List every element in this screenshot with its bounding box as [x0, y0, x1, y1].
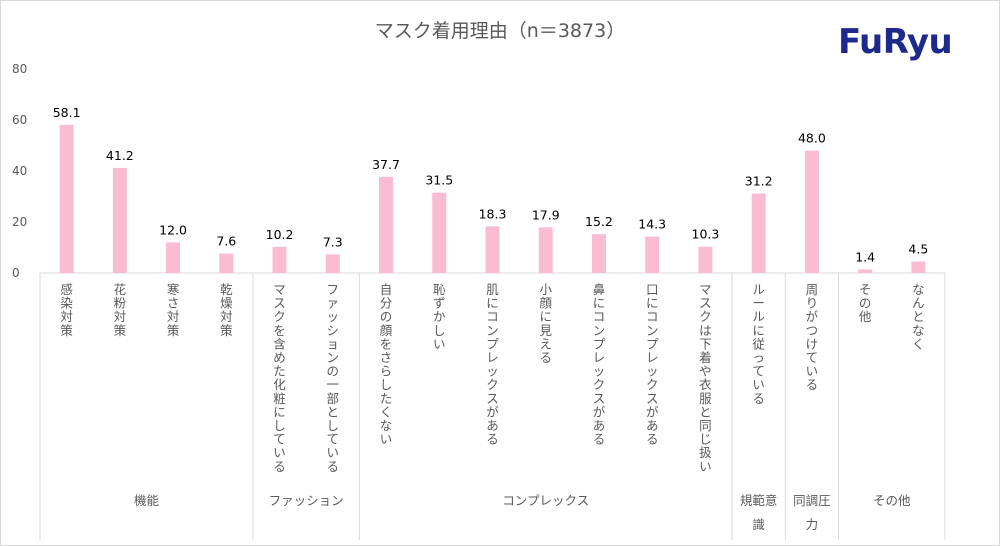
category-label: ルールに従っている — [752, 282, 765, 406]
category-label: その他 — [859, 282, 872, 324]
group-label: 機能 — [134, 493, 160, 508]
bar — [538, 227, 553, 273]
bar — [379, 176, 394, 273]
y-tick-label: 40 — [12, 164, 27, 178]
data-label: 14.3 — [638, 217, 666, 232]
category-label: マスクは下着や衣服と同じ扱い — [699, 282, 712, 474]
data-label: 48.0 — [798, 131, 826, 146]
data-label: 12.0 — [159, 222, 187, 237]
category-label: マスクを含めた化粧にしている — [273, 282, 286, 474]
category-label: 肌にコンプレックスがある — [486, 282, 499, 447]
category-label: 小顔に見える — [539, 282, 552, 365]
bar — [698, 246, 713, 273]
chart-title: マスク着用理由（n＝3873） — [374, 20, 626, 42]
bar — [911, 261, 926, 273]
data-label: 18.3 — [479, 206, 507, 221]
category-label: 周りがつけている — [806, 282, 819, 392]
bar — [112, 167, 127, 273]
category-label: 乾燥対策 — [220, 282, 233, 338]
data-label: 37.7 — [372, 157, 400, 172]
bar — [804, 150, 819, 273]
furyu-logo: FuRyu — [838, 22, 953, 62]
data-label: 1.4 — [855, 249, 875, 264]
data-label: 4.5 — [908, 242, 928, 257]
data-label: 58.1 — [53, 105, 81, 120]
data-label: 10.3 — [692, 227, 720, 242]
bar — [485, 226, 500, 273]
category-label: 感染対策 — [60, 282, 73, 338]
category-label: 寒さ対策 — [167, 282, 180, 338]
data-label: 41.2 — [106, 148, 134, 163]
bar — [432, 192, 447, 273]
category-label: 口にコンプレックスがある — [646, 282, 659, 447]
category-label: 鼻にコンプレックスがある — [593, 282, 606, 447]
data-label: 7.6 — [216, 234, 236, 249]
bar — [59, 124, 74, 273]
bar — [219, 253, 234, 273]
bar — [645, 236, 660, 273]
category-label: ファッションの一部としている — [327, 282, 340, 474]
bar — [858, 269, 873, 273]
group-label: 同調圧力 — [793, 493, 831, 532]
data-label: 31.5 — [425, 173, 453, 188]
group-label: ファッション — [269, 493, 344, 508]
bar — [751, 193, 766, 273]
data-label: 7.3 — [323, 234, 343, 249]
category-label: 花粉対策 — [114, 282, 127, 338]
y-tick-label: 80 — [12, 62, 27, 76]
bar — [325, 254, 340, 273]
data-label: 31.2 — [745, 173, 773, 188]
y-tick-label: 20 — [12, 215, 27, 229]
category-label: 恥ずかしい — [433, 282, 446, 351]
y-tick-label: 0 — [12, 266, 20, 280]
bar — [591, 234, 606, 273]
bar — [272, 246, 287, 273]
category-label: 自分の顔をさらしたくない — [380, 282, 393, 447]
group-label: コンプレックス — [502, 493, 589, 508]
bar — [166, 242, 181, 273]
group-label: 規範意識 — [740, 493, 778, 532]
data-label: 15.2 — [585, 214, 613, 229]
y-tick-label: 60 — [12, 113, 27, 127]
category-label: なんとなく — [912, 282, 925, 351]
data-label: 17.9 — [532, 207, 560, 222]
group-label: その他 — [873, 493, 911, 508]
data-label: 10.2 — [266, 227, 294, 242]
